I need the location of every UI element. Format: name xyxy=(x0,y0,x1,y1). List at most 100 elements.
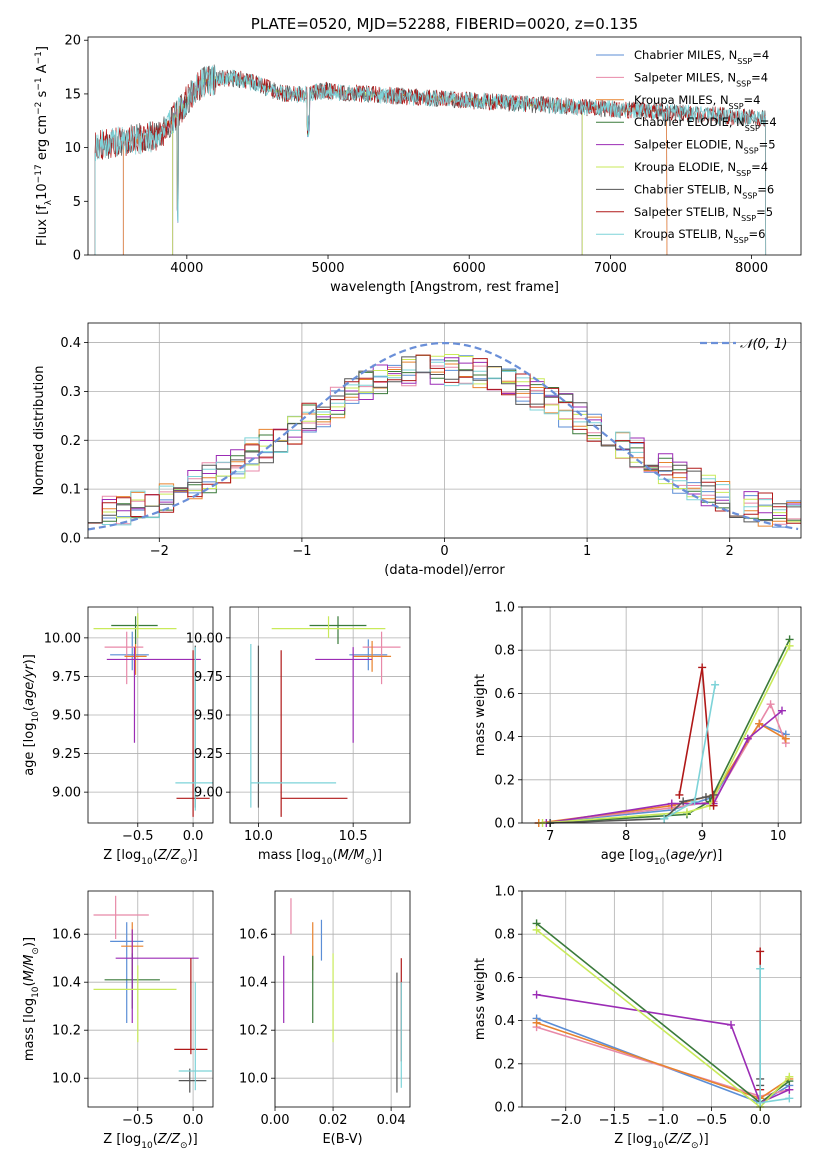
axes-frame xyxy=(87,36,802,256)
x-tick-label: −0.5 xyxy=(696,1113,728,1128)
y-tick-label: 9.00 xyxy=(52,786,81,801)
weight_vs_Z-panel: −2.0 −1.5 −1.0 −0.5 0.0 0.0 0.2 0.4 0.6 0.8 1.0 Z [… xyxy=(473,885,802,1151)
legend-label: Salpeter STELIB, NSSP=5 xyxy=(634,205,773,223)
x-tick-label: 7000 xyxy=(594,261,627,276)
legend-label: Chabrier MILES, NSSP=4 xyxy=(634,48,769,66)
axes-frame xyxy=(521,890,802,1108)
y-tick-label: 0.6 xyxy=(494,687,515,702)
y-tick-label: 9.25 xyxy=(194,747,223,762)
weight-point-marker xyxy=(690,797,699,806)
legend-label: Chabrier STELIB, NSSP=6 xyxy=(634,182,774,200)
y-tick-label: 0.2 xyxy=(494,1057,515,1072)
mass_vs_ebv-panel: 0.00 0.02 0.04 10.0 10.2 10.4 10.6 E(B-V) xyxy=(239,890,411,1147)
y-tick-label: 15 xyxy=(64,87,81,102)
weight-point-marker xyxy=(709,801,718,810)
x-tick-label: −0.5 xyxy=(122,1113,154,1128)
weight-series-line xyxy=(542,645,791,824)
y-tick-label: 0.8 xyxy=(494,928,515,943)
weight-point-marker xyxy=(781,734,790,743)
y-axis-label: Flux [fλ10−17 erg cm−2 s−1 A−1] xyxy=(34,46,54,246)
x-tick-label: 0.0 xyxy=(750,1113,771,1128)
x-tick-label: 2 xyxy=(726,544,734,559)
normal-distribution-curve xyxy=(88,342,799,531)
weight-point-marker xyxy=(667,799,676,808)
histogram-step-line xyxy=(88,354,801,524)
y-tick-label: 20 xyxy=(64,34,81,49)
weight-point-marker xyxy=(711,680,720,689)
histogram-group xyxy=(88,342,801,531)
legend-label: Kroupa ELODIE, NSSP=4 xyxy=(634,160,768,178)
x-tick-label: 0.02 xyxy=(319,1113,348,1128)
y-tick-label: 1.0 xyxy=(494,601,515,616)
weight-point-marker xyxy=(727,1020,736,1029)
x-tick-label: 9 xyxy=(698,829,706,844)
x-axis-label: Z [log10(Z/Z⊙)] xyxy=(103,848,197,867)
weight-point-marker xyxy=(701,793,710,802)
x-tick-label: −1.0 xyxy=(647,1113,679,1128)
y-tick-label: 10.2 xyxy=(52,1024,81,1039)
y-axis-label: mass [log10(M/M⊙)] xyxy=(22,937,41,1061)
weight-point-marker xyxy=(785,1085,794,1094)
y-tick-label: 10.2 xyxy=(239,1024,268,1039)
weight-lines xyxy=(534,635,794,827)
y-tick-label: 10.00 xyxy=(186,631,223,646)
y-tick-label: 0.0 xyxy=(494,1101,515,1116)
weight-point-marker xyxy=(532,1018,541,1027)
weight-series-line xyxy=(550,639,791,824)
weight-point-marker xyxy=(756,964,765,973)
x-tick-label: 7 xyxy=(546,829,554,844)
x-tick-label: 10.5 xyxy=(339,829,368,844)
x-axis-label: (data-model)/error xyxy=(384,563,505,578)
x-tick-label: 8 xyxy=(622,829,630,844)
y-tick-label: 0.2 xyxy=(494,773,515,788)
x-axis-label: age [log10(age/yr)] xyxy=(601,848,723,867)
weight-point-marker xyxy=(785,1072,794,1081)
x-tick-label: 4000 xyxy=(170,261,203,276)
weight-point-marker xyxy=(675,790,684,799)
weight-point-marker xyxy=(532,990,541,999)
x-axis-label: mass [log10(M/M⊙)] xyxy=(258,848,382,867)
y-axis-label: mass weight xyxy=(473,958,488,1040)
x-tick-label: 8000 xyxy=(735,261,768,276)
legend-label: Kroupa MILES, NSSP=4 xyxy=(634,93,760,111)
residuals-panel: −2 −1 0 1 2 0.0 0.1 0.2 0.3 0.4 (data-model)/error… xyxy=(32,322,802,578)
x-tick-label: 10 xyxy=(770,829,787,844)
spectrum-panel: 4000 5000 6000 7000 8000 0 5 10 15 20 wavelength [… xyxy=(34,15,802,295)
y-tick-label: 0.8 xyxy=(494,644,515,659)
x-tick-label: −2 xyxy=(150,544,169,559)
axes-frame xyxy=(87,890,214,1108)
weight-point-marker xyxy=(785,641,794,650)
y-tick-label: 10 xyxy=(64,141,81,156)
weight-point-marker xyxy=(755,719,764,728)
legend-label: Kroupa STELIB, NSSP=6 xyxy=(634,227,765,245)
y-tick-label: 10.4 xyxy=(239,976,268,991)
x-tick-label: −0.5 xyxy=(122,829,154,844)
y-tick-label: 0.0 xyxy=(60,532,81,547)
x-tick-label: 0.0 xyxy=(183,1113,204,1128)
weight-point-marker xyxy=(785,1094,794,1103)
y-tick-label: 0.4 xyxy=(494,730,515,745)
weight-point-marker xyxy=(756,1098,765,1107)
errorbar-group xyxy=(283,898,402,1093)
legend-label: Chabrier ELODIE, NSSP=4 xyxy=(634,115,777,133)
x-tick-label: 0.0 xyxy=(183,829,204,844)
weight-point-marker xyxy=(743,734,752,743)
x-tick-label: 0.00 xyxy=(261,1113,290,1128)
histogram-step-line xyxy=(88,356,801,524)
y-tick-label: 9.75 xyxy=(52,670,81,685)
legend-label: 𝒩(0, 1) xyxy=(740,337,787,352)
y-tick-label: 9.50 xyxy=(52,709,81,724)
weight-point-marker xyxy=(766,700,775,709)
y-tick-label: 0.1 xyxy=(60,483,81,498)
weight_vs_age-panel: 7 8 9 10 0.0 0.2 0.4 0.6 0.8 1.0 age [log10(age/yr… xyxy=(473,601,802,867)
y-axis-label: Normed distribution xyxy=(32,366,47,496)
legend-label: Salpeter MILES, NSSP=4 xyxy=(634,70,768,88)
spectrum-lines xyxy=(94,64,767,255)
y-tick-label: 0.4 xyxy=(60,336,81,351)
x-axis-label: Z [log10(Z/Z⊙)] xyxy=(103,1132,197,1151)
x-axis-label: E(B-V) xyxy=(322,1132,362,1147)
y-tick-label: 10.0 xyxy=(52,1072,81,1087)
weight-point-marker xyxy=(660,814,669,823)
x-tick-label: −1.5 xyxy=(599,1113,631,1128)
age_vs_mass-panel: 10.0 10.5 9.00 9.25 9.50 9.75 10.00 mass [log10… xyxy=(186,606,411,867)
